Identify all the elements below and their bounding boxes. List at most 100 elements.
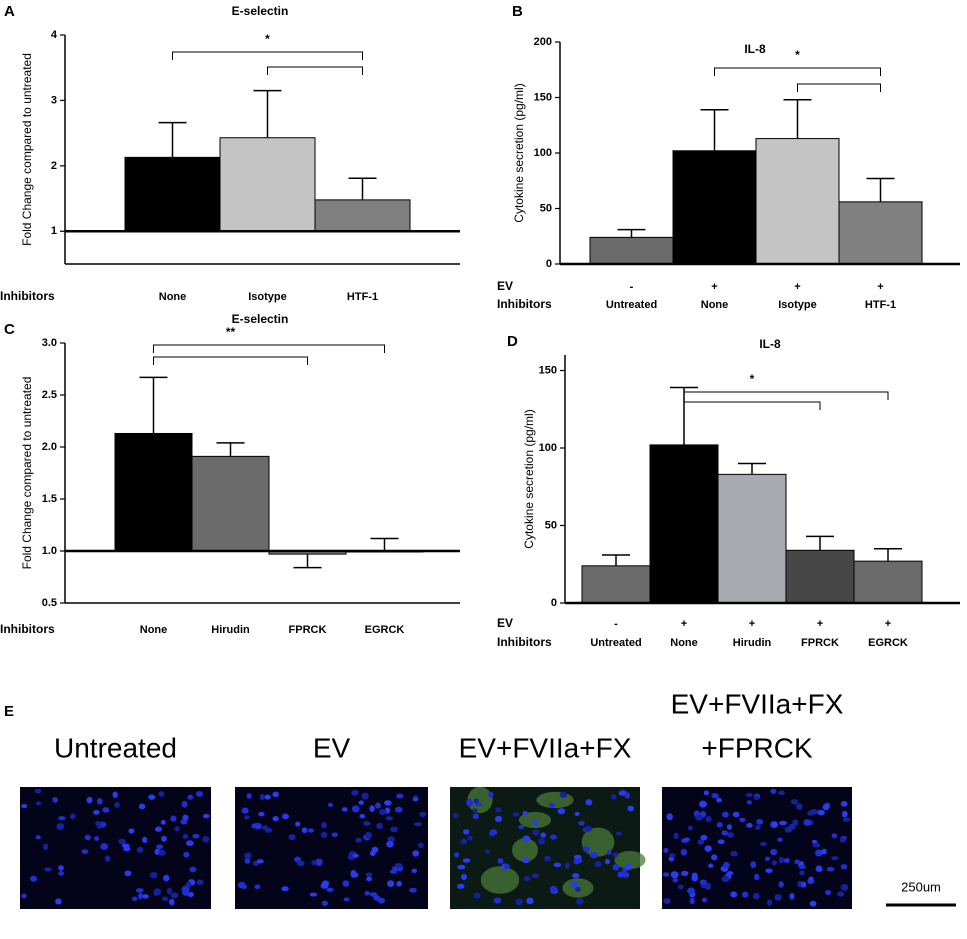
nucleus (69, 813, 76, 820)
nucleus (801, 881, 807, 888)
nucleus (154, 826, 163, 832)
nucleus (836, 891, 845, 897)
bar (755, 138, 840, 265)
nucleus (84, 834, 91, 841)
nucleus (610, 794, 617, 800)
nucleus (371, 846, 379, 853)
y-axis-label: Cytokine secretion (pg/ml) (512, 83, 526, 222)
nucleus (618, 790, 627, 796)
nucleus (30, 875, 38, 882)
nucleus (789, 893, 795, 900)
nucleus (361, 792, 369, 800)
nucleus (457, 864, 466, 870)
nucleus (131, 896, 138, 902)
nucleus (799, 870, 805, 876)
green-cell (581, 827, 615, 857)
bar (581, 565, 651, 604)
nucleus (471, 808, 478, 813)
nucleus (321, 821, 327, 829)
nucleus (684, 837, 690, 842)
nucleus (711, 793, 719, 799)
nucleus (373, 895, 381, 901)
nucleus (756, 818, 764, 825)
nucleus (812, 842, 821, 848)
micrograph-bg (20, 787, 211, 909)
panel-label: A (4, 3, 15, 20)
nucleus (43, 843, 49, 851)
error-bar (700, 108, 729, 151)
nucleus (462, 858, 471, 863)
nucleus (148, 794, 156, 800)
y-tick-label: 2.5 (42, 389, 57, 401)
bar (589, 236, 674, 265)
nucleus (136, 846, 144, 853)
nucleus (798, 864, 806, 869)
y-tick-label: 100 (534, 147, 552, 159)
nucleus (504, 863, 510, 870)
nucleus (666, 813, 673, 821)
nucleus (192, 833, 200, 839)
nucleus (86, 796, 93, 804)
nucleus (564, 862, 570, 870)
error-bar (139, 376, 168, 434)
nucleus (625, 863, 633, 871)
green-cell (511, 838, 539, 862)
nucleus (778, 856, 784, 864)
error-bar (617, 228, 646, 238)
nucleus (732, 811, 740, 818)
nucleus (58, 871, 65, 876)
nucleus (711, 854, 718, 861)
nucleus (237, 881, 246, 889)
nucleus (170, 892, 179, 899)
x-row-value: + (885, 618, 891, 630)
nucleus (202, 813, 210, 819)
nucleus (142, 836, 148, 844)
nucleus (750, 861, 757, 869)
nucleus (822, 803, 830, 811)
nucleus (553, 862, 562, 868)
nucleus (770, 788, 777, 794)
nucleus (94, 836, 100, 841)
chart-panel: A E-selectin Fold Change compared to untre… (0, 3, 460, 303)
nucleus (138, 892, 144, 900)
scale-bar-label: 250um (901, 879, 941, 894)
nucleus (52, 796, 59, 803)
x-row-value: + (877, 281, 883, 293)
nucleus (716, 797, 722, 803)
error-bar (602, 554, 630, 566)
nucleus (365, 831, 372, 839)
nucleus (142, 894, 149, 899)
nucleus (700, 834, 708, 841)
error-bar (783, 98, 812, 139)
panel-label: E (4, 703, 14, 720)
nucleus (808, 876, 814, 881)
nucleus (524, 875, 531, 882)
significance-label: * (795, 48, 800, 62)
nucleus (485, 849, 491, 854)
nucleus (244, 815, 250, 820)
bar (649, 444, 719, 604)
nucleus (309, 892, 318, 897)
nucleus (522, 810, 528, 816)
nucleus (95, 820, 102, 826)
bar (785, 549, 855, 604)
nucleus (663, 847, 669, 854)
nucleus (765, 868, 773, 874)
x-row-label: EV (497, 279, 513, 293)
nucleus (830, 856, 839, 861)
nucleus (494, 815, 503, 823)
nucleus (531, 873, 539, 879)
nucleus (570, 881, 579, 888)
y-tick-label: 4 (51, 29, 58, 41)
nucleus (544, 855, 552, 862)
nucleus (699, 879, 707, 885)
nucleus (803, 819, 811, 826)
nucleus (472, 813, 479, 820)
x-row-value: - (614, 618, 618, 630)
nucleus (58, 815, 66, 821)
nucleus (840, 883, 849, 891)
nucleus (754, 873, 760, 881)
image-label: EV (313, 732, 351, 763)
error-bar (348, 177, 377, 200)
